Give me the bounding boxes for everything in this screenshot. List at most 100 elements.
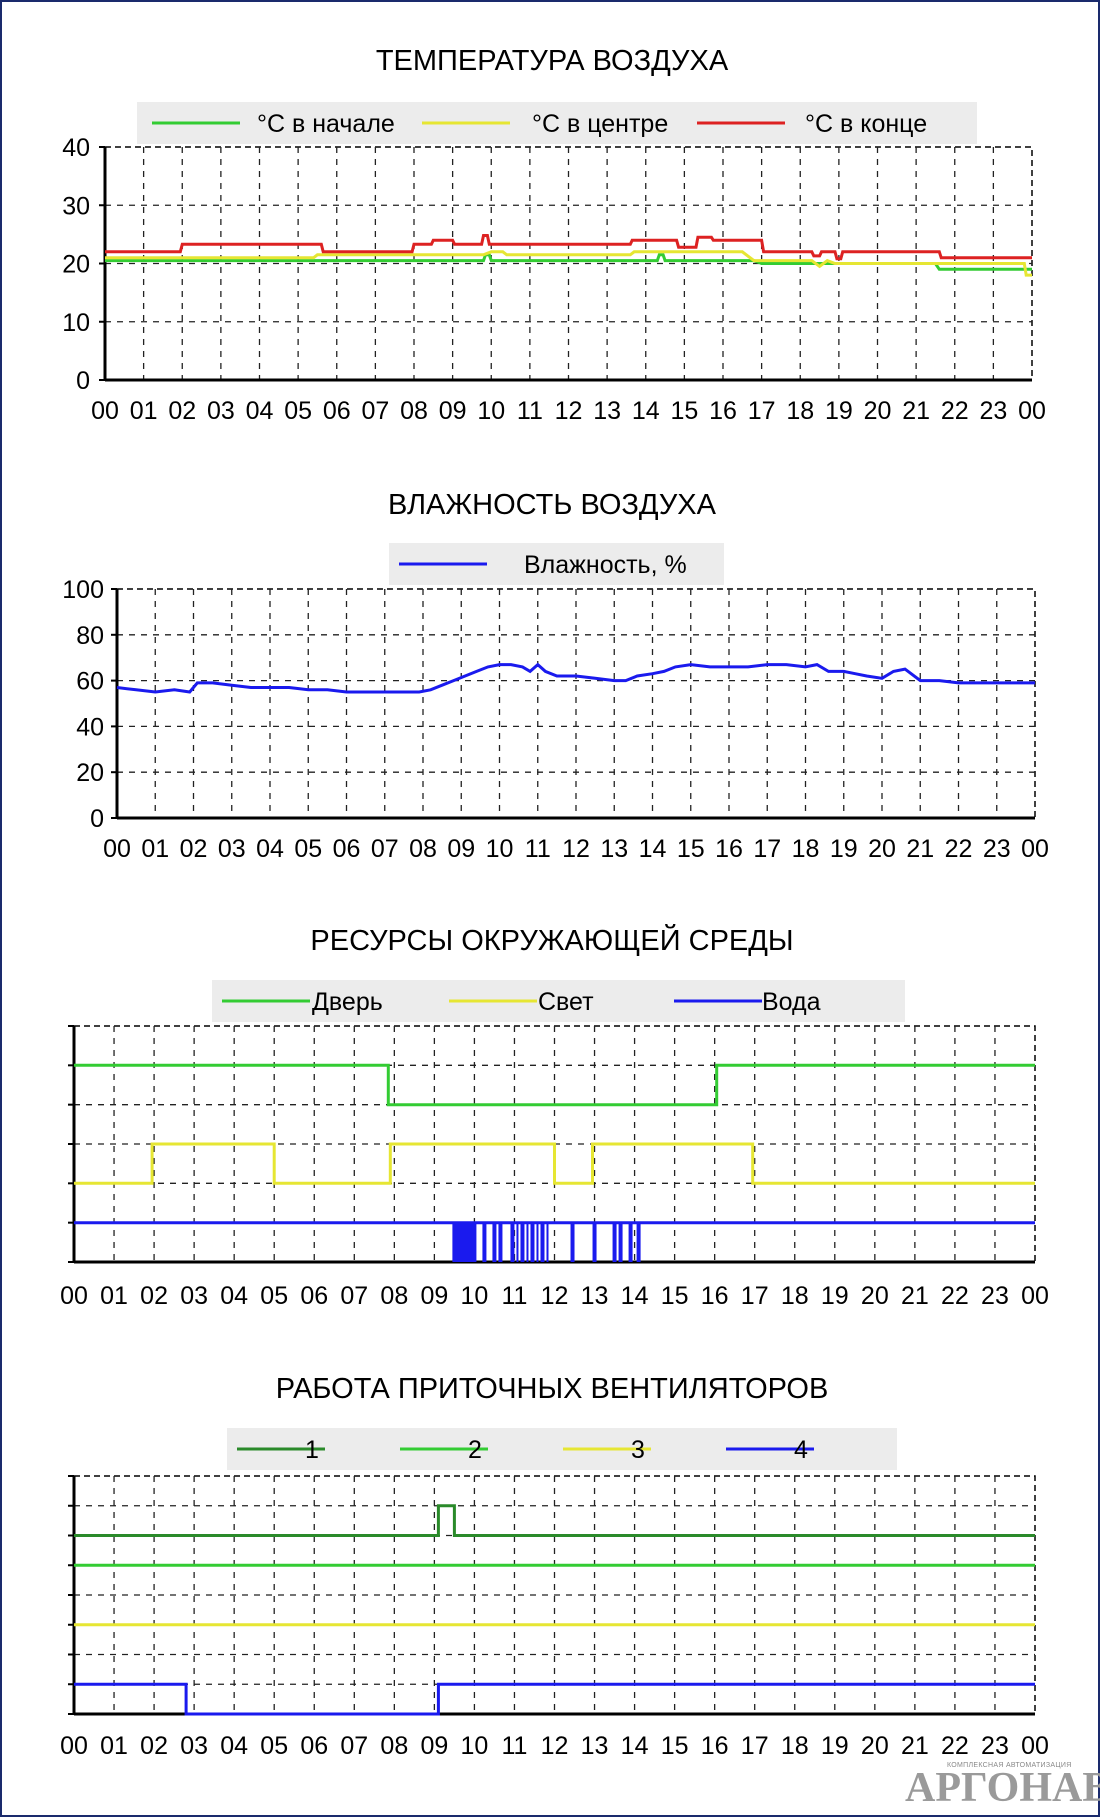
legend-label: 2 <box>468 1436 482 1464</box>
x-tick-label: 22 <box>941 1732 969 1760</box>
x-tick-label: 01 <box>100 1282 128 1310</box>
x-tick-label: 12 <box>562 835 590 863</box>
x-tick-label: 13 <box>581 1282 609 1310</box>
x-tick-label: 00 <box>1021 1282 1049 1310</box>
x-tick-label: 02 <box>140 1732 168 1760</box>
argonavt-logo: КОМПЛЕКСНАЯ АВТОМАТИЗАЦИЯ АРГОНАВТ <box>905 1760 1100 1815</box>
x-tick-label: 23 <box>983 835 1011 863</box>
x-tick-label: 07 <box>340 1732 368 1760</box>
x-tick-label: 00 <box>60 1282 88 1310</box>
legend-label: Дверь <box>312 988 383 1016</box>
series-line <box>74 1063 1035 1107</box>
x-tick-label: 17 <box>741 1732 769 1760</box>
series-line <box>105 234 1032 261</box>
x-tick-label: 04 <box>256 835 284 863</box>
chart-title: РЕСУРСЫ ОКРУЖАЮЩЕЙ СРЕДЫ <box>310 923 793 957</box>
legend-label: 1 <box>305 1436 319 1464</box>
x-tick-label: 01 <box>141 835 169 863</box>
series-line <box>74 1504 1035 1537</box>
chart-title: ТЕМПЕРАТУРА ВОЗДУХА <box>376 45 729 77</box>
x-tick-label: 06 <box>300 1732 328 1760</box>
x-tick-label: 18 <box>781 1282 809 1310</box>
x-tick-label: 19 <box>825 397 853 425</box>
water-pulse <box>510 1222 515 1262</box>
x-tick-label: 07 <box>340 1282 368 1310</box>
water-pulse <box>520 1222 525 1262</box>
x-tick-label: 18 <box>792 835 820 863</box>
x-tick-label: 00 <box>1021 835 1049 863</box>
x-tick-label: 23 <box>979 397 1007 425</box>
x-tick-label: 09 <box>439 397 467 425</box>
x-tick-label: 16 <box>701 1732 729 1760</box>
y-tick-label: 60 <box>76 668 104 696</box>
legend-box <box>137 102 977 144</box>
x-tick-label: 13 <box>593 397 621 425</box>
x-tick-label: 15 <box>661 1732 689 1760</box>
legend-label: 4 <box>794 1436 808 1464</box>
x-tick-label: 00 <box>103 835 131 863</box>
x-tick-label: 02 <box>180 835 208 863</box>
x-tick-label: 08 <box>400 397 428 425</box>
water-pulse <box>452 1222 477 1262</box>
x-tick-label: 00 <box>1018 397 1046 425</box>
y-tick-label: 10 <box>62 309 90 337</box>
x-tick-label: 15 <box>670 397 698 425</box>
legend-box <box>212 980 905 1022</box>
legend-label: °C в начале <box>257 110 395 138</box>
x-tick-label: 11 <box>501 1282 527 1310</box>
x-tick-label: 02 <box>140 1282 168 1310</box>
x-tick-label: 20 <box>861 1732 889 1760</box>
y-tick-label: 40 <box>76 713 104 741</box>
x-tick-label: 06 <box>323 397 351 425</box>
x-tick-label: 05 <box>260 1732 288 1760</box>
water-pulse <box>498 1222 503 1262</box>
x-tick-label: 01 <box>130 397 158 425</box>
x-tick-label: 15 <box>677 835 705 863</box>
legend-label: 3 <box>631 1436 645 1464</box>
x-tick-label: 08 <box>409 835 437 863</box>
x-tick-label: 21 <box>906 835 934 863</box>
water-pulse <box>540 1222 545 1262</box>
legend-label: Вода <box>762 988 821 1016</box>
x-tick-label: 19 <box>821 1732 849 1760</box>
series-line <box>116 662 1035 694</box>
series-line <box>74 1142 1035 1185</box>
water-pulse <box>570 1222 575 1262</box>
x-tick-label: 22 <box>941 397 969 425</box>
y-tick-label: 20 <box>76 759 104 787</box>
chart-title: ВЛАЖНОСТЬ ВОЗДУХА <box>388 489 717 521</box>
water-pulse <box>492 1222 497 1262</box>
water-pulse <box>516 1222 519 1262</box>
x-tick-label: 05 <box>260 1282 288 1310</box>
x-tick-label: 14 <box>621 1732 649 1760</box>
x-tick-label: 20 <box>868 835 896 863</box>
y-tick-label: 30 <box>62 192 90 220</box>
water-pulse <box>612 1222 617 1262</box>
x-tick-label: 04 <box>220 1282 248 1310</box>
legend-label: °C в конце <box>805 110 927 138</box>
y-tick-label: 20 <box>62 251 90 279</box>
water-pulse <box>628 1222 633 1262</box>
x-tick-label: 14 <box>632 397 660 425</box>
x-tick-label: 20 <box>861 1282 889 1310</box>
x-tick-label: 17 <box>741 1282 769 1310</box>
x-tick-label: 02 <box>168 397 196 425</box>
x-tick-label: 06 <box>333 835 361 863</box>
water-pulse <box>482 1222 487 1262</box>
x-tick-label: 14 <box>621 1282 649 1310</box>
x-tick-label: 11 <box>517 397 543 425</box>
x-tick-label: 04 <box>246 397 274 425</box>
x-tick-label: 23 <box>981 1732 1009 1760</box>
water-pulse <box>530 1222 535 1262</box>
legend-label: Свет <box>538 988 594 1016</box>
chart-title: РАБОТА ПРИТОЧНЫХ ВЕНТИЛЯТОРОВ <box>276 1373 829 1405</box>
x-tick-label: 19 <box>821 1282 849 1310</box>
x-tick-label: 06 <box>300 1282 328 1310</box>
y-tick-label: 100 <box>62 576 104 604</box>
y-tick-label: 0 <box>76 367 90 395</box>
x-tick-label: 17 <box>753 835 781 863</box>
x-tick-label: 03 <box>207 397 235 425</box>
